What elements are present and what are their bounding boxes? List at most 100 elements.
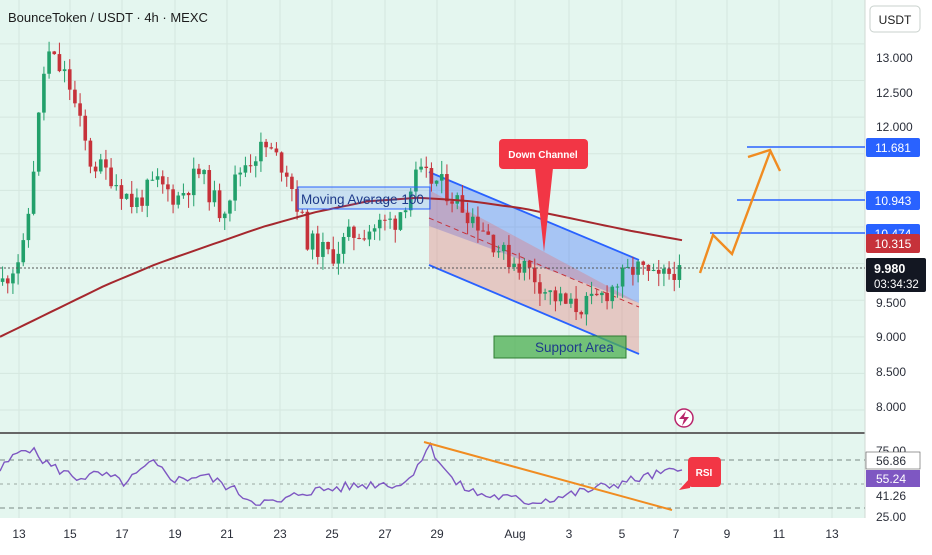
rsi-divergence-line (423, 441, 673, 511)
candle-body (264, 141, 268, 148)
candle-body (305, 211, 310, 250)
candle-body (584, 295, 589, 315)
candle-body (290, 176, 294, 190)
candle-body (160, 176, 165, 185)
currency-button[interactable]: USDT (869, 5, 921, 33)
rsi-tag-upper: 56.86 (865, 451, 921, 470)
candle-body (5, 278, 10, 284)
moving-average-100-line (0, 196, 683, 338)
candle-body (191, 168, 196, 196)
candle-body (677, 265, 682, 280)
candle-body (543, 292, 547, 294)
moving-average-label: Moving Average 100 (301, 192, 424, 207)
rsi-line (0, 441, 683, 506)
projection-arrowhead (747, 148, 782, 172)
time-tick: 7 (673, 527, 680, 541)
candle-body (16, 262, 20, 274)
candle-body (171, 189, 175, 205)
price-tick: 12.000 (876, 120, 913, 134)
candle-body (656, 269, 661, 274)
candle-body (662, 268, 666, 274)
candle-body (166, 184, 170, 190)
candle-body (403, 210, 408, 213)
candle-body (315, 233, 320, 257)
candle-body (434, 180, 439, 184)
time-tick: 19 (168, 527, 182, 541)
rsi-label: RSI (696, 468, 713, 479)
candle-body (352, 226, 356, 238)
price-tag-target-high: 11.681 (866, 138, 920, 157)
candle-body (346, 226, 351, 237)
candle-body (651, 269, 656, 271)
candle-body (181, 193, 186, 196)
candle-body (42, 73, 46, 113)
candle-body (491, 234, 496, 253)
candle-body (548, 290, 553, 293)
candle-body (439, 174, 444, 181)
candle-body (667, 268, 671, 274)
candle-body (362, 238, 367, 240)
candle-body (222, 213, 227, 219)
candle-body (372, 228, 377, 232)
rsi-tag-current: 55.24 (866, 470, 920, 487)
price-tick: 9.000 (876, 330, 906, 344)
down-channel-callout: Down Channel (499, 139, 588, 252)
grid-rsi (18, 434, 833, 518)
time-tick: 9 (724, 527, 731, 541)
candle-body (52, 51, 57, 55)
candle-body (274, 148, 279, 153)
candle-body (186, 193, 191, 196)
price-tick: 8.000 (876, 400, 906, 414)
grid-main (0, 0, 865, 432)
candle-body (0, 278, 5, 282)
svg-text:9.980: 9.980 (874, 262, 905, 276)
moving-average-callout: Moving Average 100 (297, 186, 431, 210)
time-axis-bg (0, 518, 865, 550)
lightning-icon[interactable] (674, 408, 694, 428)
candle-body (398, 212, 403, 230)
candle-body (625, 266, 630, 268)
price-tick: 8.500 (876, 365, 906, 379)
candle-body (553, 290, 558, 302)
candle-body (295, 189, 299, 212)
down-channel-label: Down Channel (508, 150, 578, 161)
time-tick: 13 (825, 527, 839, 541)
time-axis-labels: 13 15 17 19 21 23 25 27 29 Aug 3 5 7 9 1… (12, 527, 839, 541)
main-pane-bg (0, 0, 865, 432)
candle-body (31, 171, 36, 214)
candle-body (512, 263, 516, 268)
support-area-box (493, 335, 627, 359)
rsi-tag-lower: 41.26 (876, 489, 906, 503)
candle-body (460, 195, 465, 213)
price-tag-current: 9.980 03:34:32 (866, 258, 926, 292)
candle-body (300, 211, 305, 213)
price-tag-ma: 10.315 (866, 234, 920, 253)
candle-body (641, 261, 646, 265)
support-area-label: Support Area (535, 340, 614, 355)
candle-countdown: 03:34:32 (874, 279, 919, 291)
candle-body (558, 293, 563, 302)
candle-body (393, 218, 398, 230)
candle-body (114, 185, 119, 187)
candle-body (104, 159, 108, 168)
candle-body (408, 191, 413, 211)
candle-body (47, 51, 51, 74)
time-tick: 15 (63, 527, 77, 541)
price-tick: 9.500 (876, 296, 906, 310)
candle-body (615, 286, 620, 288)
candle-body (233, 174, 237, 201)
candle-body (62, 69, 67, 72)
candle-body (377, 219, 382, 229)
time-tick: 13 (12, 527, 26, 541)
time-tick: 17 (115, 527, 129, 541)
candle-body (445, 174, 449, 202)
currency-button-label: USDT (879, 13, 912, 27)
candle-body (336, 253, 341, 264)
candle-body (321, 241, 325, 257)
time-tick: 23 (273, 527, 287, 541)
time-tick: 5 (619, 527, 626, 541)
candle-body (57, 54, 62, 72)
candle-body (496, 251, 501, 253)
channel-mid-line (428, 217, 640, 308)
